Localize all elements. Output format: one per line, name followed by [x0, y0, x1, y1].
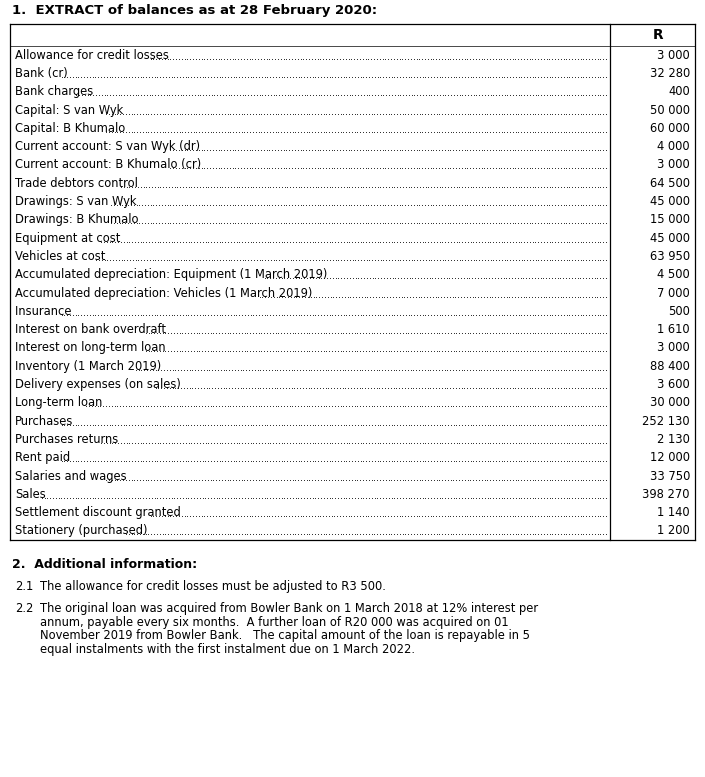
Text: Capital: S van Wyk: Capital: S van Wyk: [15, 103, 127, 117]
Text: 7 000: 7 000: [657, 287, 690, 300]
Text: Insurance: Insurance: [15, 305, 75, 318]
Text: Accumulated depreciation: Equipment (1 March 2019): Accumulated depreciation: Equipment (1 M…: [15, 268, 331, 281]
Text: Trade debtors control: Trade debtors control: [15, 176, 138, 190]
Text: 12 000: 12 000: [650, 451, 690, 464]
Text: 15 000: 15 000: [650, 214, 690, 226]
Text: 60 000: 60 000: [650, 122, 690, 135]
Text: Long-term loan: Long-term loan: [15, 396, 102, 409]
Text: equal instalments with the first instalment due on 1 March 2022.: equal instalments with the first instalm…: [40, 643, 415, 656]
Text: 33 750: 33 750: [649, 469, 690, 483]
Text: 398 270: 398 270: [642, 488, 690, 501]
Text: Equipment at cost: Equipment at cost: [15, 232, 121, 245]
Text: 4 000: 4 000: [657, 140, 690, 153]
Text: 2.1: 2.1: [15, 580, 33, 593]
Text: 500: 500: [668, 305, 690, 318]
Text: 32 280: 32 280: [650, 67, 690, 80]
Text: 1 140: 1 140: [657, 506, 690, 519]
Text: Interest on bank overdraft: Interest on bank overdraft: [15, 323, 166, 336]
Text: 2.  Additional information:: 2. Additional information:: [12, 558, 197, 571]
Text: 30 000: 30 000: [650, 396, 690, 409]
Text: Purchases: Purchases: [15, 415, 73, 427]
Text: Bank charges: Bank charges: [15, 85, 93, 98]
Text: Drawings: S van Wyk: Drawings: S van Wyk: [15, 195, 137, 208]
Text: Stationery (purchased): Stationery (purchased): [15, 524, 147, 538]
Text: 1 200: 1 200: [657, 524, 690, 538]
Text: 2 130: 2 130: [657, 433, 690, 446]
Text: The allowance for credit losses must be adjusted to R3 500.: The allowance for credit losses must be …: [40, 580, 386, 593]
Text: 88 400: 88 400: [650, 360, 690, 373]
Text: 3 000: 3 000: [657, 341, 690, 354]
Text: Current account: B Khumalo (cr): Current account: B Khumalo (cr): [15, 159, 205, 172]
Text: 2.2: 2.2: [15, 602, 33, 615]
Text: Capital: B Khumalo: Capital: B Khumalo: [15, 122, 129, 135]
Text: 1.  EXTRACT of balances as at 28 February 2020:: 1. EXTRACT of balances as at 28 February…: [12, 4, 377, 17]
Text: Delivery expenses (on sales): Delivery expenses (on sales): [15, 378, 185, 391]
Text: Inventory (1 March 2019): Inventory (1 March 2019): [15, 360, 161, 373]
Text: 252 130: 252 130: [642, 415, 690, 427]
Text: Allowance for credit losses: Allowance for credit losses: [15, 49, 173, 61]
Text: Sales: Sales: [15, 488, 46, 501]
Text: 3 000: 3 000: [657, 159, 690, 172]
Text: 45 000: 45 000: [650, 232, 690, 245]
Text: Interest on long-term loan: Interest on long-term loan: [15, 341, 166, 354]
Text: Rent paid: Rent paid: [15, 451, 70, 464]
Text: Current account: S van Wyk (dr): Current account: S van Wyk (dr): [15, 140, 204, 153]
Text: R: R: [652, 28, 663, 42]
Text: 45 000: 45 000: [650, 195, 690, 208]
Text: 3 600: 3 600: [657, 378, 690, 391]
Text: Settlement discount granted: Settlement discount granted: [15, 506, 185, 519]
Text: The original loan was acquired from Bowler Bank on 1 March 2018 at 12% interest : The original loan was acquired from Bowl…: [40, 602, 538, 615]
Text: 400: 400: [668, 85, 690, 98]
Text: Accumulated depreciation: Vehicles (1 March 2019): Accumulated depreciation: Vehicles (1 Ma…: [15, 287, 312, 300]
Text: annum, payable every six months.  A further loan of R20 000 was acquired on 01: annum, payable every six months. A furth…: [40, 615, 508, 629]
Text: Purchases returns: Purchases returns: [15, 433, 122, 446]
Text: Drawings: B Khumalo: Drawings: B Khumalo: [15, 214, 142, 226]
Text: November 2019 from Bowler Bank.   The capital amount of the loan is repayable in: November 2019 from Bowler Bank. The capi…: [40, 629, 530, 642]
Text: 64 500: 64 500: [650, 176, 690, 190]
Text: Vehicles at cost: Vehicles at cost: [15, 250, 113, 263]
Text: 1 610: 1 610: [657, 323, 690, 336]
Text: 50 000: 50 000: [650, 103, 690, 117]
Text: 3 000: 3 000: [657, 49, 690, 61]
Text: Salaries and wages: Salaries and wages: [15, 469, 130, 483]
Text: 63 950: 63 950: [650, 250, 690, 263]
Text: Bank (cr): Bank (cr): [15, 67, 71, 80]
Text: 4 500: 4 500: [657, 268, 690, 281]
